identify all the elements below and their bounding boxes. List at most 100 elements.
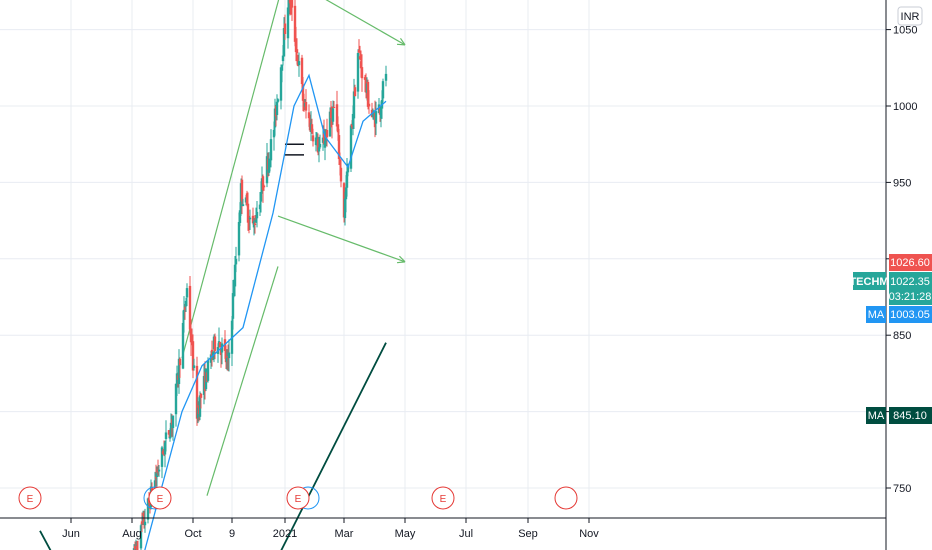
candle-body — [349, 125, 353, 169]
candle-body — [262, 185, 266, 188]
currency-label: INR — [901, 11, 920, 23]
drawing-arrow[interactable] — [277, 215, 406, 263]
candle-body — [209, 354, 213, 363]
candle-body — [251, 215, 255, 224]
candle-body — [293, 5, 297, 42]
candle-body — [155, 473, 159, 478]
earnings-marker[interactable] — [554, 486, 578, 510]
earnings-marker[interactable] — [18, 486, 42, 510]
price-tick-label: 950 — [893, 177, 911, 189]
candle-body — [328, 111, 332, 137]
candle-body — [371, 114, 375, 117]
ma-fast-value: 1003.05 — [890, 309, 930, 321]
candle-body — [175, 373, 179, 387]
candle-body — [135, 546, 139, 550]
earnings-marker[interactable] — [431, 486, 455, 510]
trend-drawings[interactable] — [181, 0, 406, 496]
candle-body — [265, 156, 269, 184]
candle-body — [352, 91, 356, 119]
earnings-marker[interactable] — [148, 486, 172, 510]
arrow-head — [398, 255, 406, 263]
arrow-head — [399, 37, 406, 46]
candle-body — [294, 38, 298, 53]
candle-body — [279, 67, 283, 101]
candle-body — [310, 124, 314, 133]
candle-body — [295, 49, 299, 54]
ma-fast-badge[interactable]: MA 1003.05 — [866, 306, 932, 323]
ma-fast-name: MA — [868, 309, 885, 321]
candle-body — [227, 352, 231, 359]
time-axis[interactable]: Jun Aug Oct 9 2021 Mar May Jul Sep Nov — [62, 518, 599, 540]
candle-body — [366, 81, 370, 107]
ma-slow-badge[interactable]: MA 845.10 — [866, 407, 932, 424]
candle-body — [177, 358, 181, 385]
time-tick-label: 9 — [229, 528, 235, 540]
candle-body — [350, 123, 354, 128]
price-tick-label: 1000 — [893, 101, 917, 113]
ma-slow-value: 845.10 — [893, 410, 927, 422]
candle-body — [351, 113, 355, 125]
candle-body — [234, 258, 238, 265]
candle-body — [181, 322, 185, 369]
candle-body — [290, 0, 294, 8]
candle-body — [232, 290, 236, 296]
arrow-head — [396, 43, 406, 46]
candle-body — [374, 111, 378, 124]
candle-body — [258, 204, 262, 210]
earnings-marker-label: E — [440, 494, 447, 505]
candle-body — [287, 0, 291, 10]
candle-body — [182, 309, 186, 320]
drawing-line[interactable] — [181, 0, 285, 359]
candle-body — [273, 108, 277, 128]
candle-body — [343, 198, 347, 219]
candle-body — [381, 81, 385, 99]
candle-body — [358, 56, 362, 60]
candle-body — [335, 104, 339, 127]
earnings-marker-label: E — [157, 494, 164, 505]
candle-body — [163, 442, 167, 455]
time-tick-label: Jun — [62, 528, 80, 540]
candle-body — [267, 158, 271, 173]
candle-body — [238, 210, 242, 223]
symbol-badge[interactable]: TECHM — [849, 272, 889, 290]
candle-body — [240, 179, 244, 202]
candle-body — [211, 352, 215, 357]
candle-body — [261, 176, 265, 190]
candle-body — [323, 140, 327, 148]
candle-body — [344, 187, 348, 200]
candle-body — [363, 77, 367, 80]
time-tick-label: Mar — [335, 528, 354, 540]
time-tick-label: May — [395, 528, 416, 540]
candle-body — [169, 422, 173, 435]
candle-body — [297, 61, 301, 66]
candle-body — [318, 143, 322, 148]
earnings-marker-label: E — [295, 494, 302, 505]
ma-slow-name: MA — [868, 410, 885, 422]
candle-body — [146, 498, 150, 520]
candle-body — [357, 49, 361, 53]
candle-body — [245, 193, 249, 205]
price-tick-label: 1050 — [893, 25, 917, 37]
high-price-label: 1026.60 — [889, 254, 932, 271]
time-tick-label: Jul — [459, 528, 473, 540]
drawing-arrow[interactable] — [285, 0, 406, 46]
candle-body — [259, 193, 263, 202]
time-tick-label: 2021 — [273, 528, 297, 540]
candle-body — [311, 135, 315, 142]
candle-body — [345, 171, 349, 188]
candle-body — [231, 293, 235, 319]
price-tick-label: 750 — [893, 483, 911, 495]
candle-body — [206, 360, 210, 381]
candle-body — [280, 64, 284, 71]
candle-body — [185, 288, 189, 298]
candle-body — [133, 546, 137, 550]
candle-body — [317, 147, 321, 152]
last-price-value: 1022.35 — [890, 276, 930, 288]
earnings-marker[interactable] — [286, 486, 310, 510]
currency-button[interactable]: INR — [897, 6, 923, 26]
candle-body — [272, 129, 276, 138]
candle-body — [360, 67, 364, 79]
drawing-line[interactable] — [206, 266, 279, 496]
